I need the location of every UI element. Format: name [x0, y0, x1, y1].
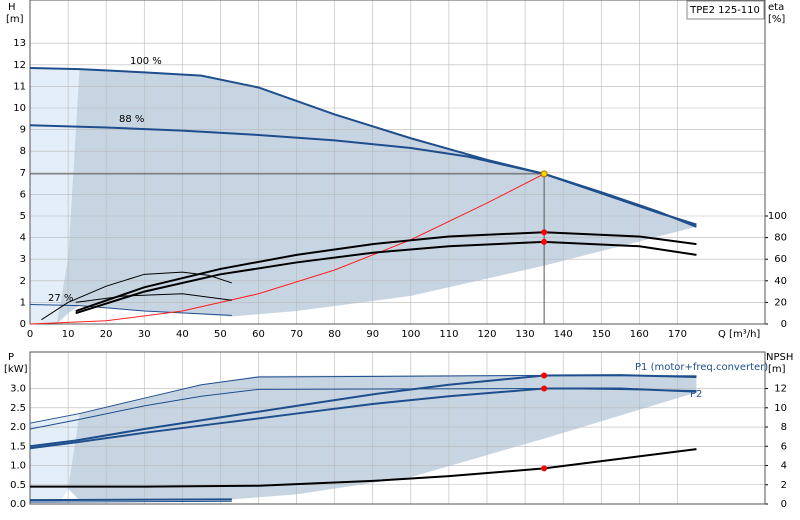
curve — [29, 374, 697, 448]
x-tick-label: 130 — [516, 329, 535, 340]
x-tick-label: 140 — [554, 329, 573, 340]
y-tick-label: 4 — [20, 233, 26, 244]
plot-frame — [29, 351, 766, 505]
y-unit: [m] — [6, 14, 24, 25]
x-tick-label: 100 — [401, 329, 420, 340]
x-tick-label: 40 — [176, 329, 189, 340]
y2-tick-label: 20 — [774, 297, 787, 308]
y-tick-label: 5 — [20, 211, 26, 222]
y-tick-label: 1.0 — [10, 461, 26, 472]
curve — [41, 271, 232, 321]
y2-tick-label: 0 — [781, 319, 787, 330]
chart-title: TPE2 125-110 — [689, 5, 760, 16]
y2-tick-label: 6 — [781, 441, 787, 452]
y-tick-label: 9 — [20, 125, 26, 136]
y2-tick-label: 40 — [774, 276, 787, 287]
y-tick-label: 2.5 — [10, 403, 26, 414]
y2-tick-label: 8 — [781, 422, 787, 433]
y-tick-label: 6 — [20, 189, 26, 200]
y-tick-label: 10 — [13, 103, 26, 114]
y-label: P — [8, 352, 14, 363]
duty-point — [541, 372, 548, 379]
operating-area — [30, 413, 80, 503]
y2-tick-label: 0 — [781, 499, 787, 510]
curve — [29, 304, 232, 316]
y-label: H — [8, 2, 16, 13]
y-tick-label: 8 — [20, 146, 26, 157]
x-tick-label: 50 — [214, 329, 227, 340]
duty-point — [541, 238, 548, 245]
curve — [75, 231, 697, 312]
duty-point — [541, 229, 548, 236]
y-tick-label: 0.5 — [10, 480, 26, 491]
curve — [29, 500, 232, 503]
x-tick-label: 70 — [290, 329, 303, 340]
duty-point — [541, 385, 548, 392]
y2-label: eta — [768, 2, 784, 13]
y-tick-label: 12 — [13, 60, 26, 71]
y2-unit: [m] — [768, 364, 786, 375]
curve — [29, 124, 697, 226]
x-tick-label: 0 — [27, 329, 33, 340]
plot-frame — [29, 0, 766, 325]
curve — [75, 293, 232, 303]
y-tick-label: 1 — [20, 297, 26, 308]
x-tick-label: 150 — [592, 329, 611, 340]
y-tick-label: 3.0 — [10, 384, 26, 395]
curve — [29, 498, 232, 502]
y2-unit: [%] — [768, 14, 785, 25]
curve-label: 100 % — [130, 56, 162, 67]
x-tick-label: 20 — [100, 329, 113, 340]
y-tick-label: 2.0 — [10, 422, 26, 433]
y2-tick-label: 10 — [774, 403, 787, 414]
y-tick-label: 11 — [13, 81, 26, 92]
x-tick-label: 90 — [366, 329, 379, 340]
x-tick-label: 160 — [630, 329, 649, 340]
plots: 0 10 20 30 40 50 60 70 80 90 100 110 120 130 140 150 160… — [10, 0, 787, 510]
curve-label: P1 (motor+freq.converter) — [635, 362, 768, 373]
y2-tick-label: 60 — [774, 254, 787, 265]
y-tick-label: 7 — [20, 168, 26, 179]
curve-label: P2 — [690, 389, 702, 400]
y-unit: [kW] — [4, 364, 28, 375]
duty-point — [541, 465, 548, 472]
y-tick-label: 0.0 — [10, 499, 26, 510]
x-tick-label: 60 — [252, 329, 265, 340]
curve — [30, 448, 697, 488]
curve — [75, 240, 697, 315]
y2-tick-label: 2 — [781, 480, 787, 491]
operating-area — [30, 68, 80, 324]
x-tick-label: 120 — [477, 329, 496, 340]
x-tick-label: 170 — [668, 329, 687, 340]
y-tick-label: 2 — [20, 276, 26, 287]
curve — [29, 67, 697, 228]
curve-label: 27 % — [48, 293, 73, 304]
duty-point — [540, 170, 548, 178]
y-tick-label: 0 — [20, 319, 26, 330]
x-label: Q [m³/h] — [718, 329, 760, 340]
y2-tick-label: 12 — [774, 384, 787, 395]
curve — [29, 173, 545, 325]
y2-label: NPSH — [766, 352, 793, 363]
y2-tick-label: 100 — [768, 211, 787, 222]
curve — [29, 387, 697, 450]
x-tick-label: 10 — [62, 329, 75, 340]
y2-tick-label: 4 — [781, 461, 787, 472]
y-tick-label: 1.5 — [10, 441, 26, 452]
curve-label: 88 % — [119, 114, 144, 125]
x-tick-label: 80 — [328, 329, 341, 340]
operating-area — [68, 374, 697, 501]
title-box — [686, 0, 765, 20]
y-tick-label: 13 — [13, 38, 26, 49]
y-tick-label: 3 — [20, 254, 26, 265]
x-tick-label: 110 — [439, 329, 458, 340]
y2-tick-label: 80 — [774, 233, 787, 244]
x-tick-label: 30 — [138, 329, 151, 340]
